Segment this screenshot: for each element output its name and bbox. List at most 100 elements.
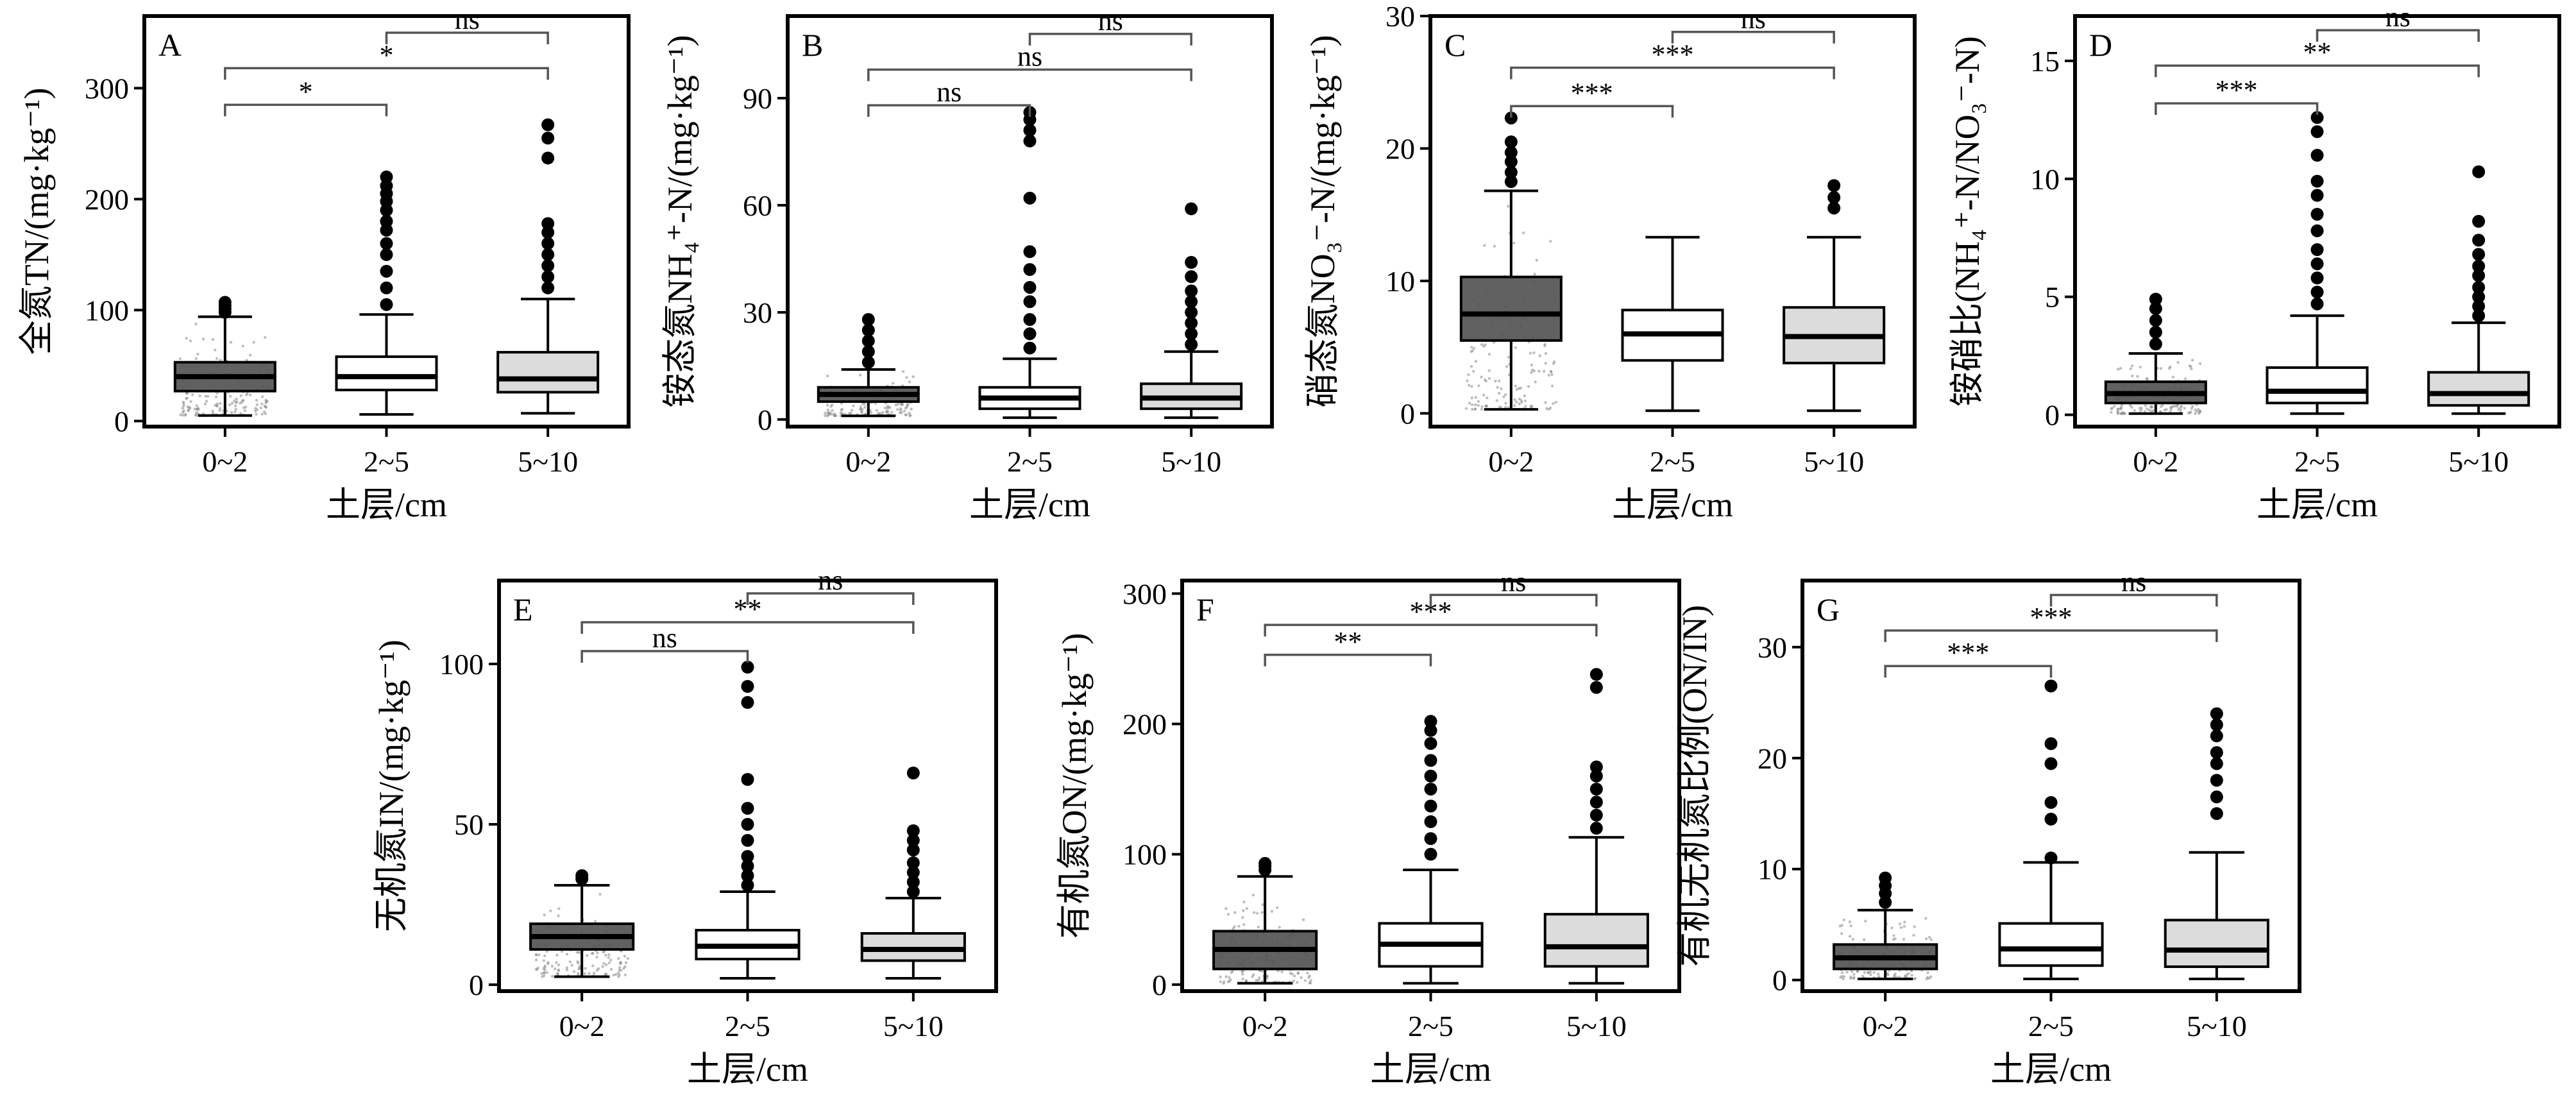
outlier-point bbox=[2311, 285, 2324, 298]
jitter-point bbox=[1468, 384, 1470, 387]
jitter-point bbox=[204, 403, 207, 405]
jitter-point bbox=[1471, 404, 1473, 406]
significance-bracket: *** bbox=[1511, 77, 1673, 117]
outlier-point bbox=[541, 270, 554, 283]
jitter-point bbox=[212, 338, 214, 341]
jitter-point bbox=[1237, 925, 1240, 928]
outlier-point bbox=[380, 248, 393, 261]
jitter-point bbox=[1507, 356, 1510, 359]
jitter-point bbox=[1539, 355, 1541, 357]
jitter-point bbox=[1924, 917, 1927, 919]
panel-a: 0100200300全氮TN/(mg·kg⁻¹)0~2 2~5 5~10土层/cm*… bbox=[17, 4, 629, 524]
jitter-point bbox=[1524, 400, 1527, 402]
jitter-point bbox=[607, 953, 610, 956]
outlier-point bbox=[1024, 281, 1037, 294]
jitter-point bbox=[1513, 398, 1516, 401]
jitter-point bbox=[602, 951, 604, 953]
jitter-point bbox=[2191, 405, 2194, 407]
jitter-point bbox=[573, 970, 575, 973]
box-5~10 bbox=[498, 119, 598, 414]
jitter-point bbox=[2131, 364, 2133, 367]
jitter-point bbox=[1475, 396, 1477, 398]
jitter-point bbox=[2180, 406, 2182, 409]
outlier-point bbox=[2210, 757, 2223, 770]
box-0~2 bbox=[1214, 857, 1316, 985]
outlier-point bbox=[380, 282, 393, 294]
jitter-point bbox=[610, 968, 613, 971]
jitter-point bbox=[543, 959, 545, 962]
jitter-point bbox=[2133, 409, 2136, 412]
panel-b: 0306090铵态氮NH₄⁺-N/(mg·kg⁻¹)0~2 2~5 5~10土层/c… bbox=[661, 5, 1272, 524]
jitter-point bbox=[1233, 911, 1236, 913]
x-tick-label: 5~10 bbox=[2448, 445, 2509, 478]
panel-f: 0100200300有机氮ON/(mg·kg⁻¹)0~2 2~5 5~10土层/cm… bbox=[1055, 566, 1679, 1089]
significance-bracket: *** bbox=[1885, 602, 2217, 642]
significance-label: ns bbox=[1017, 40, 1042, 72]
jitter-point bbox=[1552, 402, 1554, 405]
jitter-point bbox=[2119, 412, 2122, 415]
x-tick-label: 5~10 bbox=[1161, 445, 1221, 478]
x-tick-label: 2~5 bbox=[2028, 1010, 2074, 1042]
outlier-point bbox=[2472, 234, 2485, 246]
jitter-point bbox=[2169, 366, 2171, 368]
jitter-point bbox=[827, 414, 829, 416]
outlier-point bbox=[541, 119, 554, 132]
x-tick-label: 5~10 bbox=[1804, 445, 1864, 478]
jitter-point bbox=[1292, 980, 1294, 982]
y-tick-label: 30 bbox=[1385, 0, 1415, 33]
jitter-point bbox=[1543, 344, 1546, 347]
y-tick-label: 0 bbox=[2045, 399, 2060, 432]
jitter-point bbox=[1230, 971, 1233, 974]
outlier-point bbox=[2311, 189, 2324, 202]
jitter-point bbox=[260, 412, 263, 415]
outlier-point bbox=[1258, 857, 1271, 870]
jitter-point bbox=[1900, 926, 1902, 929]
jitter-point bbox=[826, 375, 829, 377]
jitter-point bbox=[1899, 922, 1901, 925]
jitter-point bbox=[1241, 978, 1244, 980]
x-tick-label: 5~10 bbox=[1566, 1010, 1627, 1042]
panel-letter: G bbox=[1817, 591, 1840, 627]
x-tick-label: 2~5 bbox=[1007, 445, 1053, 478]
jitter-point bbox=[1228, 980, 1230, 982]
x-tick-label: 0~2 bbox=[1488, 445, 1534, 478]
x-tick-label: 0~2 bbox=[1242, 1010, 1288, 1042]
jitter-point bbox=[1252, 894, 1255, 896]
jitter-point bbox=[1852, 973, 1855, 976]
jitter-point bbox=[593, 972, 595, 974]
jitter-point bbox=[1518, 402, 1521, 405]
outlier-point bbox=[1024, 327, 1037, 340]
jitter-point bbox=[2129, 404, 2131, 407]
jitter-point bbox=[1260, 911, 1263, 913]
jitter-point bbox=[2110, 407, 2112, 410]
jitter-point bbox=[1849, 921, 1851, 923]
y-axis-title: 硝态氮NO₃⁻-N/(mg·kg⁻¹) bbox=[1303, 35, 1342, 408]
jitter-point bbox=[1473, 347, 1475, 350]
jitter-point bbox=[1504, 393, 1507, 396]
box-5~10 bbox=[862, 767, 965, 978]
jitter-point bbox=[1518, 398, 1521, 400]
box-0~2 bbox=[175, 296, 275, 417]
jitter-point bbox=[234, 404, 237, 407]
y-tick-label: 0 bbox=[1400, 397, 1415, 430]
jitter-point bbox=[195, 357, 198, 360]
jitter-point bbox=[594, 920, 597, 922]
jitter-point bbox=[861, 411, 863, 414]
outlier-point bbox=[541, 237, 554, 250]
jitter-point bbox=[244, 409, 246, 412]
panel-letter: D bbox=[2089, 27, 2112, 63]
outlier-point bbox=[380, 171, 393, 183]
jitter-point bbox=[2189, 365, 2192, 368]
jitter-point bbox=[1534, 380, 1537, 383]
x-tick-label: 0~2 bbox=[202, 445, 248, 478]
jitter-point bbox=[2130, 368, 2132, 370]
jitter-point bbox=[235, 398, 238, 400]
jitter-point bbox=[1550, 371, 1552, 373]
jitter-point bbox=[578, 951, 580, 954]
y-tick-label: 50 bbox=[454, 808, 484, 841]
jitter-point bbox=[1513, 242, 1515, 244]
jitter-point bbox=[1550, 373, 1553, 376]
jitter-point bbox=[605, 973, 607, 975]
jitter-point bbox=[541, 975, 543, 978]
jitter-point bbox=[1224, 907, 1227, 910]
